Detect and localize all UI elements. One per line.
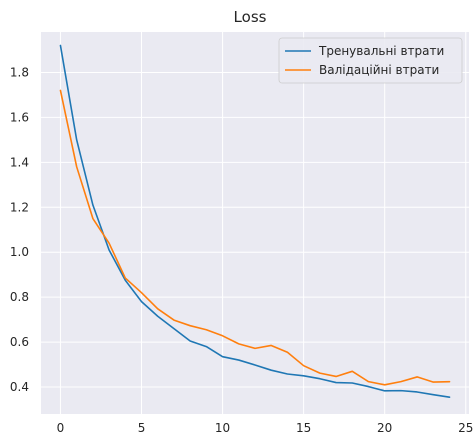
- x-tick-label: 5: [138, 421, 146, 435]
- y-tick-label: 1.8: [10, 65, 29, 79]
- y-tick-label: 1.6: [10, 110, 29, 124]
- x-tick-label: 10: [215, 421, 230, 435]
- y-tick-label: 1.4: [10, 155, 29, 169]
- x-tick-label: 0: [57, 421, 65, 435]
- x-tick-labels: 0 5 10 15 20 25: [57, 421, 474, 435]
- legend-label: Валідаційні втрати: [319, 63, 439, 77]
- series-line-training: [59, 44, 451, 398]
- series-line-validation: [59, 89, 451, 386]
- series-lines: [59, 44, 451, 398]
- legend-label: Тренувальні втрати: [318, 44, 444, 58]
- legend-box: [278, 37, 463, 84]
- plot-background: [41, 32, 469, 414]
- x-tick-label: 15: [296, 421, 311, 435]
- legend: Тренувальні втрати Валідаційні втрати: [278, 37, 463, 84]
- y-tick-labels: 0.4 0.6 0.8 1.0 1.2 1.4 1.6 1.8: [10, 65, 29, 394]
- y-tick-label: 1.2: [10, 200, 29, 214]
- y-tick-label: 0.4: [10, 380, 29, 394]
- x-tick-label: 25: [458, 421, 473, 435]
- chart-title: Loss: [234, 8, 267, 26]
- y-tick-label: 0.8: [10, 290, 29, 304]
- y-tick-label: 0.6: [10, 335, 29, 349]
- y-tick-label: 1.0: [10, 245, 29, 259]
- x-tick-label: 20: [377, 421, 392, 435]
